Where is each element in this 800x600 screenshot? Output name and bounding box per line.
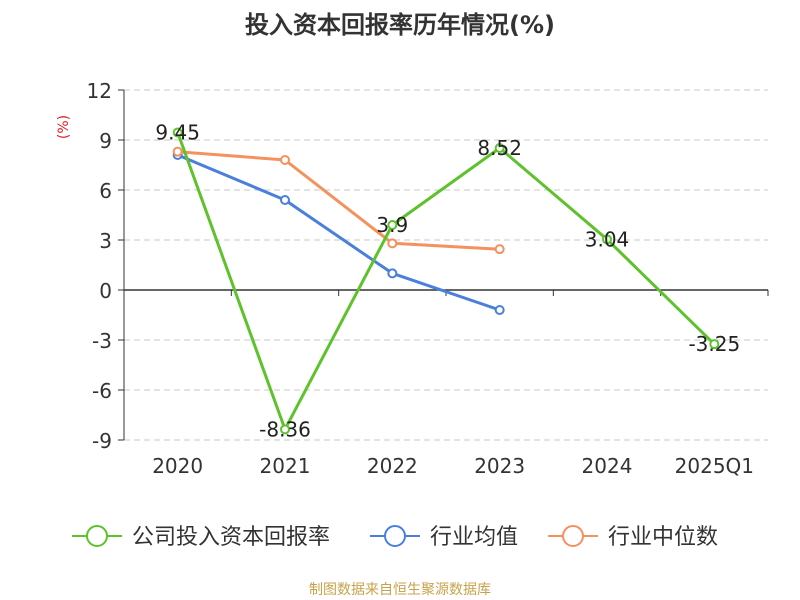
data-label: 3.04	[585, 227, 630, 251]
data-label: 3.9	[376, 213, 408, 237]
legend-label: 行业中位数	[608, 525, 718, 550]
y-tick-label: 6	[99, 179, 112, 203]
series-line	[177, 153, 501, 312]
data-point	[387, 268, 398, 279]
series-line	[177, 150, 500, 251]
y-tick-label: -6	[92, 379, 112, 403]
x-tick-label: 2023	[474, 454, 525, 478]
legend-marker	[86, 525, 108, 547]
data-point	[172, 146, 183, 157]
legend-marker	[384, 525, 406, 547]
y-tick-label: -3	[92, 329, 112, 353]
axis-layer: 12 9 6 3 0 -3 -6 -9 2020 2021 2022 2023 2024 2025Q1	[87, 79, 769, 478]
legend: 公司投入资本回报率 行业均值 行业中位数	[72, 525, 718, 550]
data-point	[494, 244, 505, 255]
y-tick-label: 3	[99, 229, 112, 253]
x-tick-label: 2021	[260, 454, 311, 478]
y-tick-label: 12	[87, 79, 112, 103]
data-label: 9.45	[155, 121, 200, 145]
data-point	[602, 234, 612, 245]
x-tick-label: 2020	[152, 454, 203, 478]
y-axis-label: (%)	[56, 115, 72, 139]
data-point	[709, 339, 720, 350]
source-note: 制图数据来自恒生聚源数据库	[309, 582, 491, 598]
data-label: -3.25	[688, 332, 740, 356]
data-point	[172, 127, 183, 138]
x-tick-label: 2025Q1	[675, 454, 754, 478]
data-label: -8.36	[259, 417, 311, 441]
y-tick-label: 9	[99, 129, 112, 153]
data-point	[280, 424, 290, 435]
grid-layer	[124, 89, 768, 441]
label-layer: 9.45 -8.36 3.9 8.52 3.04 -3.25	[155, 121, 740, 442]
series-line	[176, 131, 716, 431]
data-point	[494, 143, 505, 153]
data-point	[494, 305, 505, 315]
data-point	[280, 155, 290, 165]
legend-label: 公司投入资本回报率	[132, 525, 330, 550]
x-tick-label: 2024	[582, 454, 633, 478]
x-tick-label: 2022	[367, 454, 418, 478]
data-point	[280, 195, 290, 205]
legend-marker	[562, 525, 584, 547]
data-point	[387, 238, 398, 249]
y-tick-label: 0	[99, 279, 112, 303]
legend-label: 行业均值	[430, 525, 518, 550]
chart-title: 投入资本回报率历年情况(%)	[245, 11, 555, 39]
data-label: 8.52	[477, 136, 522, 160]
series-layer	[172, 127, 720, 435]
data-point	[387, 220, 398, 230]
y-tick-label: -9	[92, 429, 112, 453]
